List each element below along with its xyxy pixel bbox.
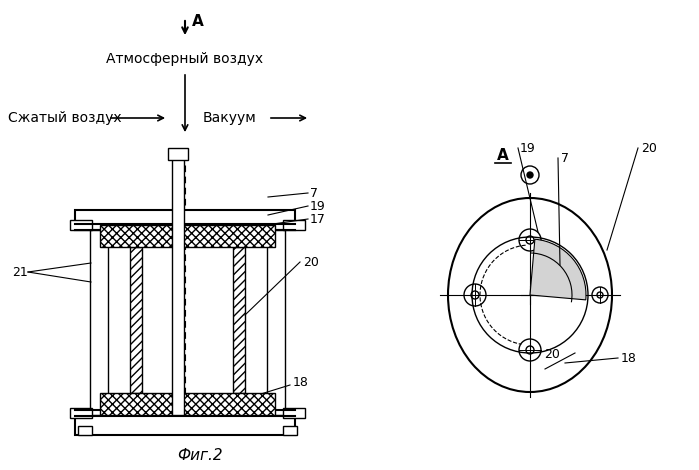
Text: A: A	[192, 14, 203, 29]
Text: 20: 20	[641, 141, 657, 155]
Text: 18: 18	[293, 376, 309, 390]
Text: 7: 7	[561, 151, 569, 164]
Text: Атмосферный воздух: Атмосферный воздух	[106, 52, 264, 66]
Text: Сжатый воздух: Сжатый воздух	[8, 111, 122, 125]
Text: 17: 17	[310, 212, 326, 226]
Text: 19: 19	[310, 199, 326, 212]
Text: 20: 20	[544, 348, 560, 361]
Bar	[168, 148, 188, 160]
Bar	[70, 408, 92, 418]
Bar	[100, 393, 275, 415]
Bar	[283, 408, 305, 418]
Bar	[78, 426, 92, 435]
Bar	[283, 426, 297, 435]
Text: 18: 18	[621, 352, 637, 365]
Bar	[75, 415, 295, 435]
Text: 21: 21	[12, 266, 28, 279]
Text: A: A	[497, 148, 509, 163]
Bar	[70, 220, 92, 230]
Bar	[233, 247, 245, 393]
Text: 19: 19	[520, 141, 535, 155]
Bar	[267, 230, 285, 415]
Bar	[172, 158, 184, 415]
Text: Вакуум: Вакуум	[203, 111, 257, 125]
Text: 7: 7	[310, 187, 318, 199]
Bar	[90, 230, 108, 415]
Text: 20: 20	[303, 256, 319, 268]
Bar	[75, 210, 295, 230]
Bar	[130, 247, 142, 393]
Wedge shape	[530, 239, 586, 300]
Bar	[100, 225, 275, 247]
Text: Фиг.2: Фиг.2	[177, 448, 223, 463]
Bar	[283, 220, 305, 230]
Circle shape	[527, 172, 533, 178]
